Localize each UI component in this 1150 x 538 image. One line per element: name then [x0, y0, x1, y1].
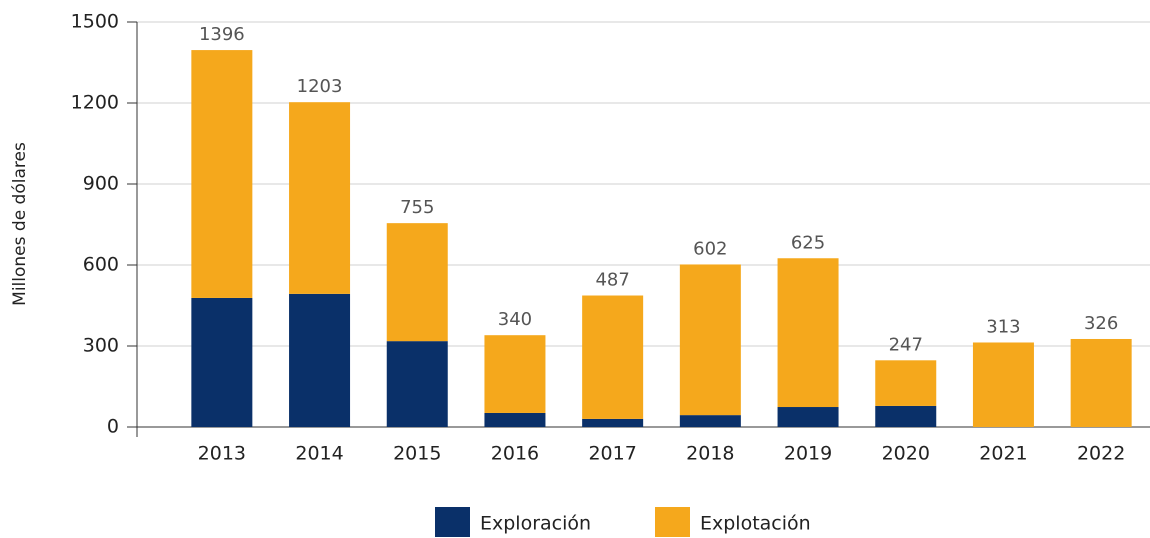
x-tick-label: 2013 — [198, 443, 246, 465]
bar-segment — [484, 412, 546, 427]
x-tick-label: 2022 — [1077, 443, 1125, 465]
total-label: 487 — [595, 270, 629, 291]
y-tick-label: 1200 — [71, 92, 119, 114]
x-tick-label: 2018 — [686, 443, 734, 465]
total-label: 602 — [693, 238, 727, 259]
bar-segment — [1070, 338, 1132, 427]
y-tick-label: 1500 — [71, 11, 119, 33]
bar-segment — [679, 264, 741, 416]
legend-swatch — [435, 507, 470, 537]
bar-segment — [386, 341, 448, 427]
y-tick-label: 0 — [107, 416, 119, 438]
bar-segment — [191, 297, 253, 427]
bar-segment — [875, 360, 937, 406]
y-tick-label: 300 — [83, 335, 119, 357]
x-tick-label: 2021 — [979, 443, 1027, 465]
bar-segment — [679, 415, 741, 427]
bar-segment — [875, 405, 937, 427]
total-label: 340 — [498, 309, 532, 330]
bar-segment — [582, 295, 644, 419]
bar-segment — [191, 50, 253, 298]
x-tick-label: 2017 — [588, 443, 636, 465]
total-label: 1203 — [297, 76, 343, 97]
total-label: 247 — [889, 334, 923, 355]
y-tick-label: 600 — [83, 254, 119, 276]
legend-label: Explotación — [700, 513, 811, 535]
bar-segment — [289, 293, 351, 427]
total-label: 625 — [791, 232, 825, 253]
total-label: 313 — [986, 316, 1020, 337]
y-tick-label: 900 — [83, 173, 119, 195]
y-axis-title: Millones de dólares — [10, 142, 30, 306]
x-tick-label: 2020 — [882, 443, 930, 465]
x-tick-label: 2016 — [491, 443, 539, 465]
bar-segment — [777, 407, 839, 427]
legend-swatch — [655, 507, 690, 537]
bar-segment — [777, 258, 839, 408]
total-label: 1396 — [199, 24, 245, 45]
x-tick-label: 2019 — [784, 443, 832, 465]
x-tick-label: 2015 — [393, 443, 441, 465]
total-label: 326 — [1084, 313, 1118, 334]
bar-segment — [386, 223, 448, 342]
bar-segment — [484, 335, 546, 413]
bar-segment — [289, 102, 351, 294]
legend-label: Exploración — [480, 513, 591, 535]
bar-segment — [582, 418, 644, 427]
bar-segment — [972, 342, 1034, 427]
x-tick-label: 2014 — [295, 443, 343, 465]
total-label: 755 — [400, 197, 434, 218]
